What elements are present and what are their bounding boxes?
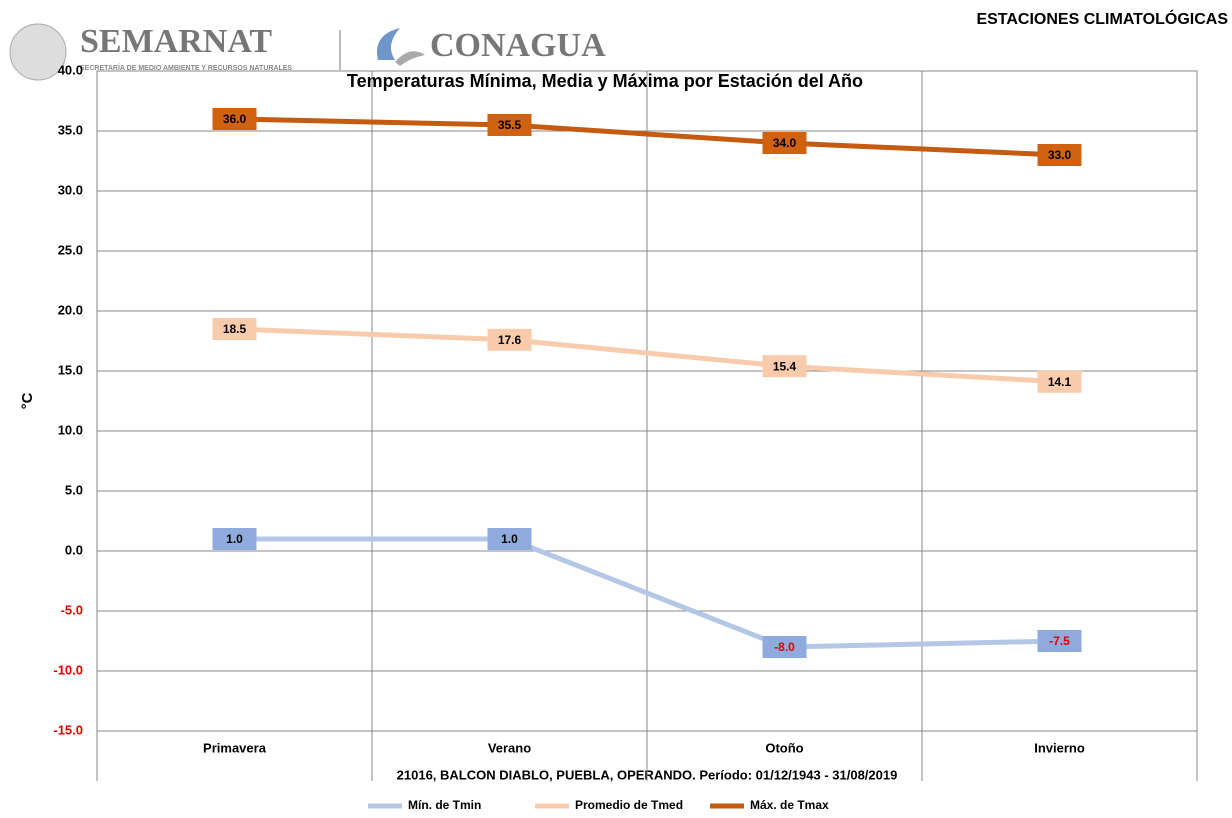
logo-text: CONAGUA: [430, 27, 606, 64]
x-tick-label: Otoño: [765, 740, 803, 755]
section-title: ESTACIONES CLIMATOLÓGICAS: [976, 9, 1228, 28]
x-tick-label: Primavera: [203, 740, 267, 755]
data-label: 33.0: [1048, 148, 1072, 162]
series-line: [234, 536, 1060, 650]
y-tick-label: -5.0: [61, 602, 83, 617]
chart-title: Temperaturas Mínima, Media y Máxima por …: [347, 71, 863, 91]
data-label: 35.5: [498, 118, 522, 132]
data-label: -8.0: [774, 640, 795, 654]
y-tick-label: -15.0: [53, 722, 83, 737]
data-label: 1.0: [226, 532, 243, 546]
data-label-box: [487, 328, 532, 351]
x-tick-label: Invierno: [1034, 740, 1085, 755]
y-tick-label: 10.0: [58, 422, 83, 437]
y-tick-label: 35.0: [58, 122, 83, 137]
logo-subtext: SECRETARÍA DE MEDIO AMBIENTE Y RECURSOS …: [80, 63, 292, 72]
seal: [9, 23, 67, 81]
data-label: 17.6: [498, 333, 522, 347]
x-tick-label: Verano: [488, 740, 531, 755]
conagua-icon: [395, 51, 425, 66]
conagua-icon: [376, 28, 400, 60]
data-label-box: [1037, 144, 1082, 166]
data-label-box: [212, 528, 257, 550]
data-label: 1.0: [501, 532, 518, 546]
data-label-box: [762, 132, 807, 154]
data-label: 15.4: [773, 359, 797, 373]
data-label-box: [212, 108, 257, 130]
y-tick-label: 20.0: [58, 302, 83, 317]
series-line: [234, 326, 1060, 385]
y-tick-label: 15.0: [58, 362, 83, 377]
data-label: 36.0: [223, 112, 247, 126]
legend-label: Mín. de Tmin: [408, 798, 481, 812]
y-tick-label: 40.0: [58, 62, 83, 77]
y-tick-label: 5.0: [65, 482, 83, 497]
data-label-box: [762, 355, 807, 378]
data-label: 34.0: [773, 136, 797, 150]
data-label-box: [762, 636, 807, 658]
data-label: -7.5: [1049, 634, 1070, 648]
y-tick-label: 30.0: [58, 182, 83, 197]
data-label: 14.1: [1048, 375, 1072, 389]
data-label-box: [1037, 370, 1082, 393]
legend-label: Máx. de Tmax: [750, 798, 829, 812]
plot-border: [96, 70, 1198, 732]
y-axis-label: °C: [19, 392, 36, 409]
y-tick-label: 25.0: [58, 242, 83, 257]
series-line: [234, 116, 1060, 158]
y-tick-label: -10.0: [53, 662, 83, 677]
y-tick-label: 0.0: [65, 542, 83, 557]
data-label-box: [212, 318, 257, 340]
data-label: 18.5: [223, 322, 247, 336]
data-label-box: [1037, 630, 1082, 652]
legend-label: Promedio de Tmed: [575, 798, 683, 812]
data-label-box: [487, 528, 532, 550]
logo-text: SEMARNAT: [80, 23, 272, 60]
data-label-box: [487, 114, 532, 136]
